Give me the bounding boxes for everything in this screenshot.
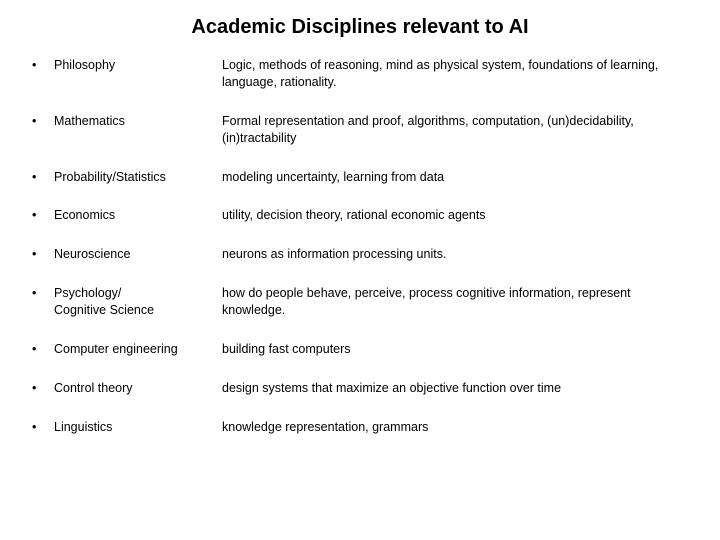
bullet-icon: • (30, 246, 54, 263)
discipline-description: how do people behave, perceive, process … (222, 285, 690, 319)
list-item: • Linguistics knowledge representation, … (30, 419, 690, 436)
bullet-icon: • (30, 113, 54, 130)
discipline-label: Philosophy (54, 57, 222, 74)
page-title: Academic Disciplines relevant to AI (30, 16, 690, 39)
list-item: • Probability/Statistics modeling uncert… (30, 169, 690, 186)
bullet-icon: • (30, 341, 54, 358)
discipline-label: Neuroscience (54, 246, 222, 263)
discipline-description: utility, decision theory, rational econo… (222, 207, 690, 224)
discipline-label: Linguistics (54, 419, 222, 436)
list-item: • Computer engineering building fast com… (30, 341, 690, 358)
discipline-label: Mathematics (54, 113, 222, 130)
bullet-icon: • (30, 380, 54, 397)
discipline-description: Formal representation and proof, algorit… (222, 113, 690, 147)
slide: Academic Disciplines relevant to AI • Ph… (0, 0, 720, 540)
discipline-label: Probability/Statistics (54, 169, 222, 186)
bullet-icon: • (30, 207, 54, 224)
list-item: • Economics utility, decision theory, ra… (30, 207, 690, 224)
list-item: • Mathematics Formal representation and … (30, 113, 690, 147)
discipline-description: knowledge representation, grammars (222, 419, 690, 436)
discipline-label: Psychology/ Cognitive Science (54, 285, 222, 319)
discipline-description: neurons as information processing units. (222, 246, 690, 263)
discipline-description: building fast computers (222, 341, 690, 358)
discipline-description: modeling uncertainty, learning from data (222, 169, 690, 186)
list-item: • Control theory design systems that max… (30, 380, 690, 397)
list-item: • Psychology/ Cognitive Science how do p… (30, 285, 690, 319)
discipline-label: Economics (54, 207, 222, 224)
bullet-icon: • (30, 57, 54, 74)
list-item: • Philosophy Logic, methods of reasoning… (30, 57, 690, 91)
list-item: • Neuroscience neurons as information pr… (30, 246, 690, 263)
discipline-description: Logic, methods of reasoning, mind as phy… (222, 57, 690, 91)
bullet-icon: • (30, 169, 54, 186)
discipline-description: design systems that maximize an objectiv… (222, 380, 690, 397)
discipline-label: Control theory (54, 380, 222, 397)
bullet-icon: • (30, 419, 54, 436)
bullet-icon: • (30, 285, 54, 302)
discipline-label: Computer engineering (54, 341, 222, 358)
